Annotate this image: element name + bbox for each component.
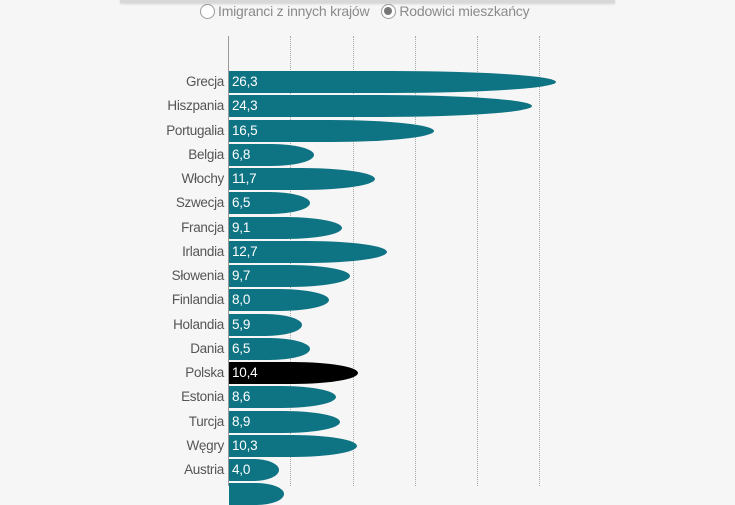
value-label: 10,3 bbox=[232, 437, 258, 453]
bar[interactable] bbox=[229, 410, 340, 433]
bar-partial bbox=[229, 483, 284, 505]
category-label: Francja bbox=[181, 219, 224, 235]
legend-label: Rodowici mieszkańcy bbox=[399, 3, 530, 19]
bar[interactable] bbox=[229, 289, 329, 312]
value-label: 9,1 bbox=[232, 219, 251, 235]
gridline bbox=[539, 36, 541, 486]
value-label: 4,0 bbox=[232, 462, 251, 477]
radio-checked-icon[interactable] bbox=[381, 3, 397, 19]
value-label: 6,5 bbox=[232, 340, 251, 356]
category-label: Hiszpania bbox=[167, 98, 224, 114]
value-label: 5,9 bbox=[232, 316, 251, 332]
bar[interactable] bbox=[229, 95, 532, 118]
value-label: 6,8 bbox=[232, 146, 251, 162]
category-label: Portugalia bbox=[166, 122, 224, 138]
bar[interactable] bbox=[229, 119, 435, 142]
category-label: Austria bbox=[184, 462, 224, 477]
category-label: Węgry bbox=[186, 437, 224, 453]
category-label: Grecja bbox=[186, 74, 224, 89]
category-label: Turcja bbox=[188, 413, 225, 429]
legend-option-immigrants[interactable]: Imigranci z innych krajów bbox=[200, 3, 370, 19]
value-label: 6,5 bbox=[232, 195, 251, 211]
gridline bbox=[414, 36, 416, 486]
series-legend: Imigranci z innych krajów Rodowici miesz… bbox=[200, 0, 535, 22]
category-label: Dania bbox=[190, 340, 224, 356]
bar[interactable] bbox=[229, 386, 337, 409]
category-label: Słowenia bbox=[171, 268, 225, 283]
bar[interactable] bbox=[229, 313, 303, 336]
value-label: 24,3 bbox=[232, 98, 258, 114]
value-label: 9,7 bbox=[232, 268, 251, 283]
category-label: Finlandia bbox=[171, 292, 224, 308]
bar[interactable] bbox=[229, 265, 350, 287]
bar[interactable] bbox=[229, 216, 343, 239]
category-label: Irlandia bbox=[182, 243, 224, 259]
bar[interactable] bbox=[229, 168, 375, 190]
category-label: Szwecja bbox=[175, 195, 224, 211]
top-panel-edge bbox=[120, 0, 615, 3]
value-label: 8,9 bbox=[232, 413, 251, 429]
gridline bbox=[477, 36, 478, 486]
value-label: 26,3 bbox=[232, 74, 258, 89]
y-axis-line bbox=[228, 36, 229, 486]
category-label: Belgia bbox=[188, 146, 224, 162]
bar[interactable] bbox=[229, 192, 310, 215]
value-label: 16,5 bbox=[232, 122, 258, 138]
bar[interactable] bbox=[229, 434, 358, 457]
category-label: Polska bbox=[185, 365, 224, 380]
value-label: 11,7 bbox=[232, 171, 257, 186]
value-label: 8,6 bbox=[232, 389, 251, 405]
bar[interactable] bbox=[229, 459, 279, 481]
value-label: 12,7 bbox=[232, 243, 258, 259]
bar[interactable] bbox=[229, 143, 314, 166]
legend-option-natives[interactable]: Rodowici mieszkańcy bbox=[381, 3, 530, 19]
bar-chart: Grecja 26,3 Hiszpania 24,3 Portugalia 16,5 Bel… bbox=[166, 36, 557, 505]
bar[interactable] bbox=[229, 337, 310, 360]
bar[interactable] bbox=[229, 71, 557, 93]
category-label: Estonia bbox=[181, 389, 224, 405]
legend-label: Imigranci z innych krajów bbox=[218, 3, 370, 19]
bar[interactable] bbox=[229, 240, 388, 263]
value-label: 10,4 bbox=[232, 365, 258, 380]
category-label: Holandia bbox=[173, 316, 224, 332]
value-label: 8,0 bbox=[232, 292, 251, 308]
bar[interactable] bbox=[229, 362, 359, 384]
category-label: Włochy bbox=[181, 171, 225, 186]
radio-unchecked-icon[interactable] bbox=[200, 3, 215, 19]
